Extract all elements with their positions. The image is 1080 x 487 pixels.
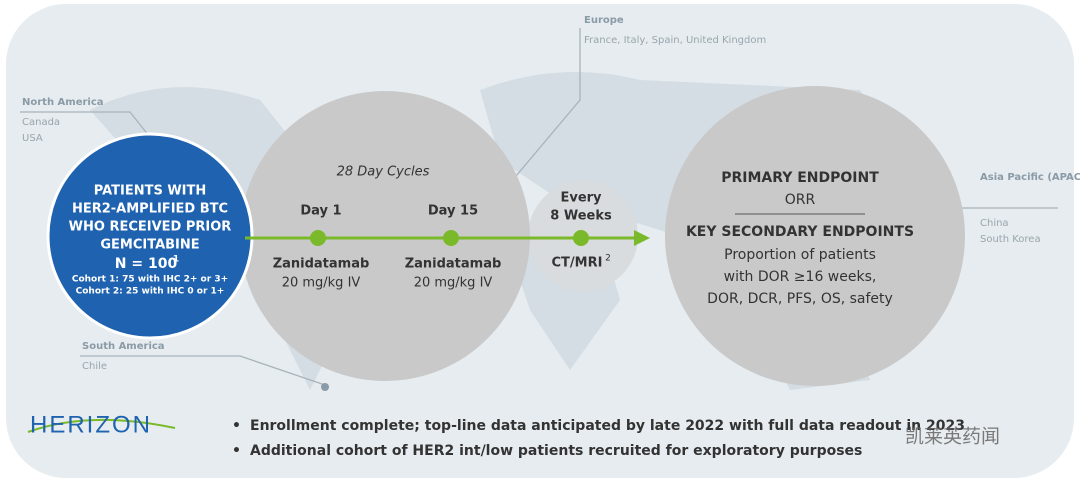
dose-drug: Zanidatamab — [273, 257, 370, 272]
imaging-label: CT/MRI — [552, 256, 603, 271]
dose-day: Day 15 — [428, 204, 478, 219]
primary-title: PRIMARY ENDPOINT — [721, 170, 879, 186]
secondary-endpoint: with DOR ≥16 weeks, — [724, 269, 877, 285]
endpoint-circle — [665, 86, 965, 386]
logo-swoosh — [27, 418, 176, 433]
patient-text: GEMCITABINE — [100, 238, 199, 253]
timeline-dot — [443, 230, 459, 246]
patient-text: WHO RECEIVED PRIOR — [69, 220, 232, 235]
footnote-mark: 1 — [173, 255, 179, 265]
imaging-every: 8 Weeks — [550, 209, 612, 224]
bullet: Enrollment complete; top-line data antic… — [250, 418, 965, 434]
dose-amount: 20 mg/kg IV — [414, 276, 493, 291]
watermark: 凯莱英药闻 — [905, 426, 1000, 448]
cycle-circle — [240, 91, 530, 381]
country: Chile — [82, 361, 107, 372]
country: China — [980, 218, 1009, 229]
arrow-head — [634, 230, 650, 246]
chile-dot — [321, 383, 329, 391]
timeline-dot — [573, 230, 589, 246]
patient-text: PATIENTS WITH — [94, 184, 207, 199]
dose-day: Day 1 — [300, 204, 341, 219]
country: France, Italy, Spain, United Kingdom — [584, 35, 766, 46]
cohort: Cohort 1: 75 with IHC 2+ or 3+ — [72, 275, 228, 285]
primary-endpoint: ORR — [785, 192, 816, 208]
country: USA — [22, 133, 43, 144]
dose-amount: 20 mg/kg IV — [282, 276, 361, 291]
cohort: Cohort 2: 25 with IHC 0 or 1+ — [76, 287, 225, 297]
cycle-title: 28 Day Cycles — [337, 165, 430, 180]
region-name: North America — [22, 97, 104, 108]
bullet-mark: • — [232, 418, 241, 434]
secondary-endpoint: DOR, DCR, PFS, OS, safety — [707, 291, 893, 307]
region-name: Europe — [584, 15, 624, 26]
logo: HERIZON — [30, 411, 152, 438]
bullet: Additional cohort of HER2 int/low patien… — [250, 443, 862, 459]
secondary-title: KEY SECONDARY ENDPOINTS — [686, 224, 914, 240]
region-name: South America — [82, 341, 165, 352]
patient-text: HER2-AMPLIFIED BTC — [72, 202, 228, 217]
patient-n: N = 100 — [115, 256, 178, 272]
dose-drug: Zanidatamab — [405, 257, 502, 272]
country: South Korea — [980, 234, 1041, 245]
footnote-mark: 2 — [605, 254, 611, 264]
patient-circle — [46, 132, 254, 340]
bullet-mark: • — [232, 443, 241, 459]
country: Canada — [22, 117, 60, 128]
timeline-dot — [310, 230, 326, 246]
imaging-every: Every — [560, 191, 602, 206]
region-name: Asia Pacific (APAC) — [980, 172, 1080, 183]
secondary-endpoint: Proportion of patients — [724, 247, 876, 263]
